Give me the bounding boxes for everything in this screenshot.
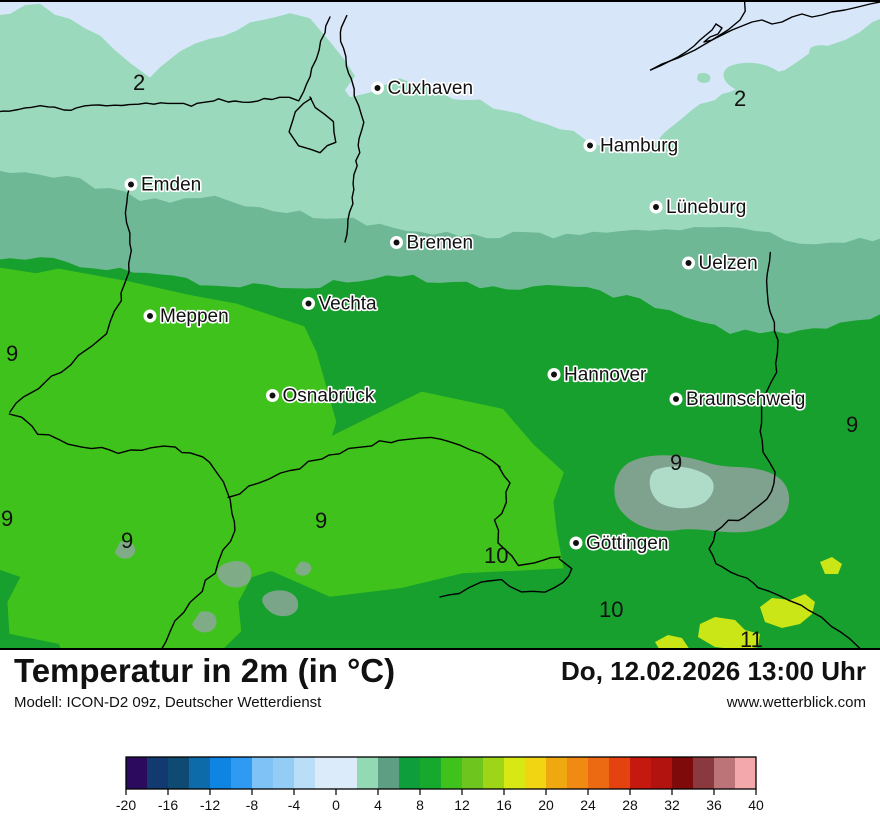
svg-text:Temperatur in 2m (in °C): Temperatur in 2m (in °C) (14, 652, 395, 689)
svg-text:2: 2 (133, 70, 145, 95)
svg-text:11: 11 (740, 627, 763, 650)
svg-text:2: 2 (734, 86, 746, 111)
svg-text:10: 10 (599, 597, 623, 622)
svg-text:24: 24 (580, 797, 596, 813)
svg-text:Bremen: Bremen (407, 233, 474, 254)
svg-text:Emden: Emden (141, 175, 201, 196)
svg-text:32: 32 (664, 797, 680, 813)
svg-text:0: 0 (332, 797, 340, 813)
svg-text:Do, 12.02.2026 13:00 Uhr: Do, 12.02.2026 13:00 Uhr (561, 656, 866, 686)
svg-text:Cuxhaven: Cuxhaven (388, 78, 474, 99)
svg-text:4: 4 (374, 797, 382, 813)
svg-text:9: 9 (121, 528, 133, 553)
svg-text:9: 9 (846, 412, 858, 437)
svg-text:Hannover: Hannover (564, 365, 647, 386)
svg-text:40: 40 (748, 797, 764, 813)
svg-text:28: 28 (622, 797, 638, 813)
svg-text:Braunschweig: Braunschweig (686, 389, 805, 410)
svg-text:16: 16 (496, 797, 512, 813)
svg-text:36: 36 (706, 797, 722, 813)
svg-text:-20: -20 (116, 797, 136, 813)
svg-text:www.wetterblick.com: www.wetterblick.com (726, 694, 866, 711)
svg-text:10: 10 (484, 543, 508, 568)
svg-text:Meppen: Meppen (160, 306, 229, 327)
svg-text:Lüneburg: Lüneburg (666, 197, 746, 218)
svg-text:9: 9 (1, 506, 13, 531)
svg-text:Osnabrück: Osnabrück (283, 386, 375, 407)
svg-text:9: 9 (670, 450, 682, 475)
svg-text:Hamburg: Hamburg (600, 136, 678, 157)
svg-text:9: 9 (6, 341, 18, 366)
svg-text:Vechta: Vechta (319, 294, 378, 315)
svg-text:-16: -16 (158, 797, 178, 813)
svg-text:12: 12 (454, 797, 470, 813)
svg-text:Uelzen: Uelzen (699, 253, 758, 274)
svg-text:20: 20 (538, 797, 554, 813)
svg-text:-8: -8 (246, 797, 259, 813)
svg-text:-4: -4 (288, 797, 301, 813)
svg-text:Modell: ICON-D2 09z, Deutscher: Modell: ICON-D2 09z, Deutscher Wetterdie… (14, 694, 322, 711)
svg-text:-12: -12 (200, 797, 220, 813)
svg-text:Göttingen: Göttingen (586, 533, 668, 554)
svg-text:9: 9 (315, 508, 327, 533)
svg-text:8: 8 (416, 797, 424, 813)
